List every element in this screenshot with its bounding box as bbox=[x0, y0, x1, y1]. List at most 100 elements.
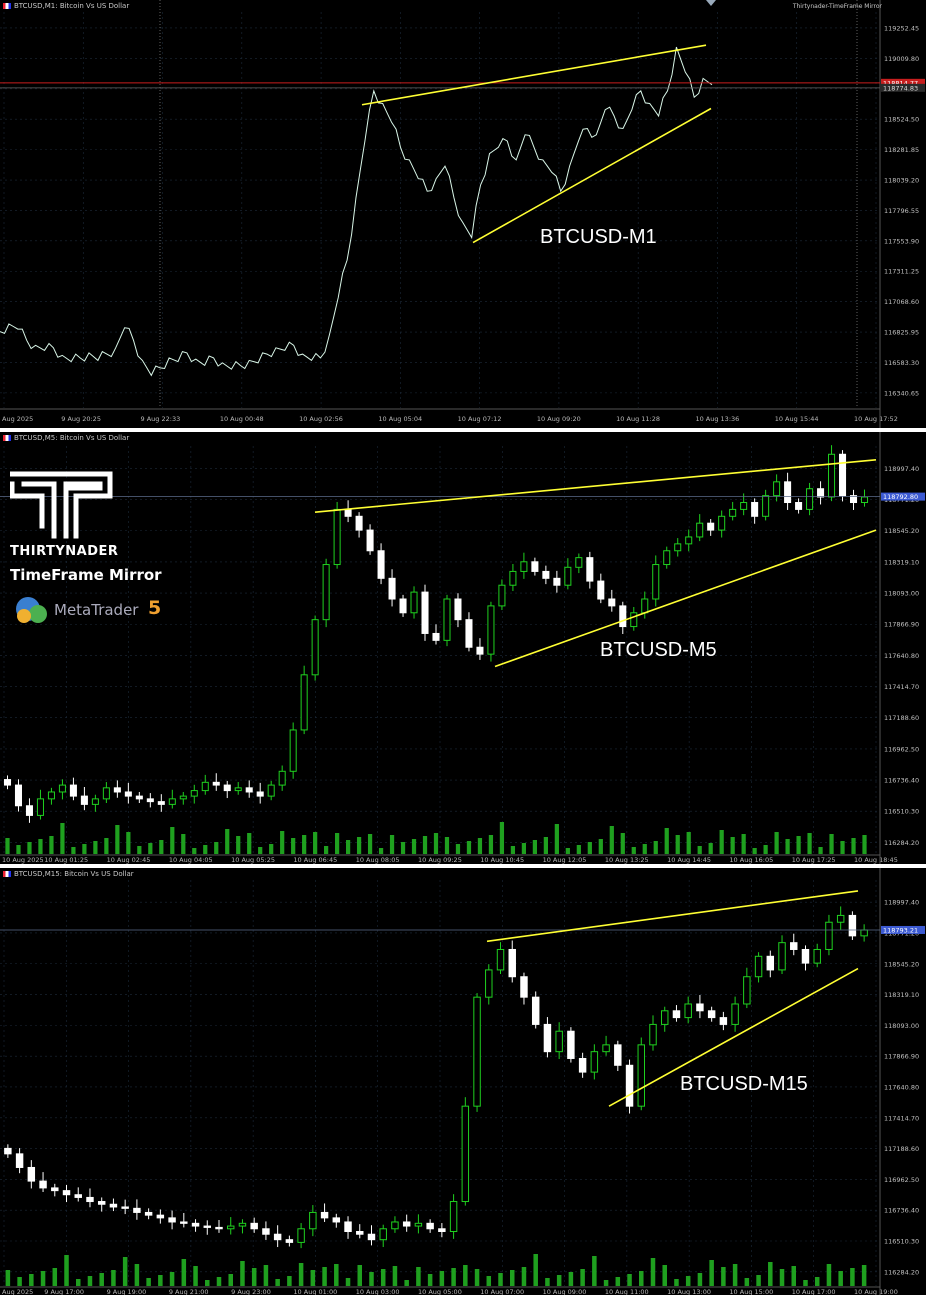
candle-body bbox=[47, 791, 55, 800]
x-tick-label: 10 Aug 18:45 bbox=[854, 856, 898, 864]
chart-panel-m15: Aug 2025 9 Aug 17:00 9 Aug 19:00 9 Aug 21:0… bbox=[0, 868, 926, 1295]
trendline bbox=[608, 967, 859, 1107]
candle-body bbox=[578, 1057, 587, 1073]
candle-body bbox=[649, 1023, 657, 1046]
candle-body bbox=[828, 453, 836, 498]
candle-body bbox=[14, 784, 23, 807]
y-tick-label: 116736.40 bbox=[884, 777, 919, 785]
y-tick-label: 116340.65 bbox=[884, 389, 919, 397]
candle-body bbox=[212, 781, 220, 786]
y-tick-label: 119252.45 bbox=[884, 24, 919, 32]
candle-body bbox=[168, 1217, 176, 1223]
candle-body bbox=[641, 598, 649, 614]
candle-body bbox=[238, 1222, 247, 1227]
candle-body bbox=[322, 564, 330, 621]
chart-header-m1: BTCUSD,M1: Bitcoin Vs US Dollar bbox=[3, 2, 129, 10]
trendline bbox=[494, 529, 877, 668]
x-tick-label: 9 Aug 17:00 bbox=[44, 1288, 84, 1295]
candle-body bbox=[564, 566, 572, 586]
candle-body bbox=[421, 591, 429, 634]
flag-icon bbox=[3, 435, 11, 441]
price-tag bbox=[881, 78, 925, 87]
price-tag-label: 118774.83 bbox=[883, 84, 918, 92]
y-tick-label: 119009.80 bbox=[884, 55, 919, 63]
candle-body bbox=[146, 798, 154, 803]
y-tick-label: 117414.70 bbox=[884, 683, 919, 691]
candle-body bbox=[156, 1214, 165, 1219]
candle-body bbox=[684, 1003, 692, 1019]
flag-icon bbox=[3, 3, 11, 9]
candle-body bbox=[751, 502, 759, 517]
platform-version: 5 bbox=[148, 597, 162, 619]
candle-body bbox=[461, 1105, 470, 1203]
candle-body bbox=[297, 1228, 305, 1243]
y-tick-label: 117640.80 bbox=[884, 1083, 919, 1091]
candle-body bbox=[696, 522, 704, 538]
candle-body bbox=[332, 1217, 341, 1223]
candle-body bbox=[625, 1064, 634, 1107]
price-tag bbox=[881, 83, 925, 92]
x-tick-label: 10 Aug 15:44 bbox=[775, 415, 819, 423]
price-tag-label: 118793.21 bbox=[883, 926, 918, 934]
candle-body bbox=[410, 591, 418, 614]
candle-body bbox=[91, 798, 99, 805]
candle-body bbox=[630, 612, 638, 628]
candle-body bbox=[696, 1003, 704, 1012]
candle-body bbox=[267, 784, 275, 797]
price-tag bbox=[881, 925, 925, 934]
candle-body bbox=[542, 570, 550, 579]
x-tick-label: 10 Aug 17:52 bbox=[854, 415, 898, 423]
trendline bbox=[486, 890, 859, 943]
candle-body bbox=[379, 1228, 387, 1241]
candle-body bbox=[795, 502, 803, 510]
y-tick-label: 118997.40 bbox=[884, 465, 919, 473]
candle-body bbox=[825, 921, 833, 950]
candle-body bbox=[102, 787, 110, 800]
x-tick-label: 10 Aug 11:28 bbox=[616, 415, 660, 423]
chart-canvas-m1: Aug 2025 9 Aug 20:25 9 Aug 22:33 10 Aug 00:… bbox=[0, 0, 925, 428]
y-tick-label: 118281.85 bbox=[884, 146, 919, 154]
x-tick-label: 9 Aug 19:00 bbox=[107, 1288, 147, 1295]
candle-body bbox=[311, 619, 319, 676]
y-tick-label: 116284.20 bbox=[884, 1268, 919, 1276]
candle-body bbox=[180, 1221, 188, 1224]
y-tick-label: 116583.30 bbox=[884, 359, 919, 367]
panel-separator bbox=[0, 864, 926, 868]
candle-body bbox=[391, 1221, 399, 1230]
x-tick-label: 10 Aug 06:45 bbox=[293, 856, 337, 864]
candle-body bbox=[190, 790, 198, 797]
candle-body bbox=[754, 955, 763, 978]
candle-body bbox=[743, 976, 751, 1005]
candle-body bbox=[320, 1211, 329, 1219]
x-tick-label: 10 Aug 00:48 bbox=[220, 415, 264, 423]
x-tick-label: 10 Aug 05:00 bbox=[418, 1288, 462, 1295]
candle-body bbox=[496, 948, 505, 971]
x-tick-label: 10 Aug 02:56 bbox=[299, 415, 343, 423]
candle-body bbox=[661, 1010, 669, 1025]
y-tick-label: 116510.30 bbox=[884, 1237, 919, 1245]
candle-body bbox=[597, 580, 605, 600]
y-tick-label: 116962.50 bbox=[884, 1176, 919, 1184]
x-tick-label: 10 Aug 02:45 bbox=[107, 856, 151, 864]
candle-body bbox=[144, 1211, 153, 1216]
candle-body bbox=[36, 798, 44, 816]
candle-body bbox=[586, 557, 594, 582]
metatrader-icon bbox=[16, 597, 47, 623]
y-tick-label: 117414.70 bbox=[884, 1114, 919, 1122]
y-tick-label: 116284.20 bbox=[884, 839, 919, 847]
x-tick-label: 10 Aug 03:00 bbox=[356, 1288, 400, 1295]
scroll-arrow-icon[interactable] bbox=[706, 0, 716, 6]
chart-annotation: BTCUSD-M1 bbox=[540, 226, 657, 248]
candle-body bbox=[637, 1044, 645, 1107]
candle-body bbox=[619, 605, 627, 628]
candle-body bbox=[300, 674, 308, 731]
candle-body bbox=[3, 779, 12, 786]
candle-body bbox=[590, 1051, 599, 1073]
candle-body bbox=[784, 481, 792, 504]
candle-body bbox=[51, 1187, 59, 1192]
chart-panel-m5: 10 Aug 2025 10 Aug 01:25 10 Aug 02:45 10 Au… bbox=[0, 432, 926, 864]
candle-body bbox=[575, 557, 583, 568]
x-tick-label: 10 Aug 07:12 bbox=[458, 415, 502, 423]
chart-annotation: BTCUSD-M15 bbox=[680, 1073, 808, 1095]
candle-body bbox=[262, 1228, 270, 1235]
